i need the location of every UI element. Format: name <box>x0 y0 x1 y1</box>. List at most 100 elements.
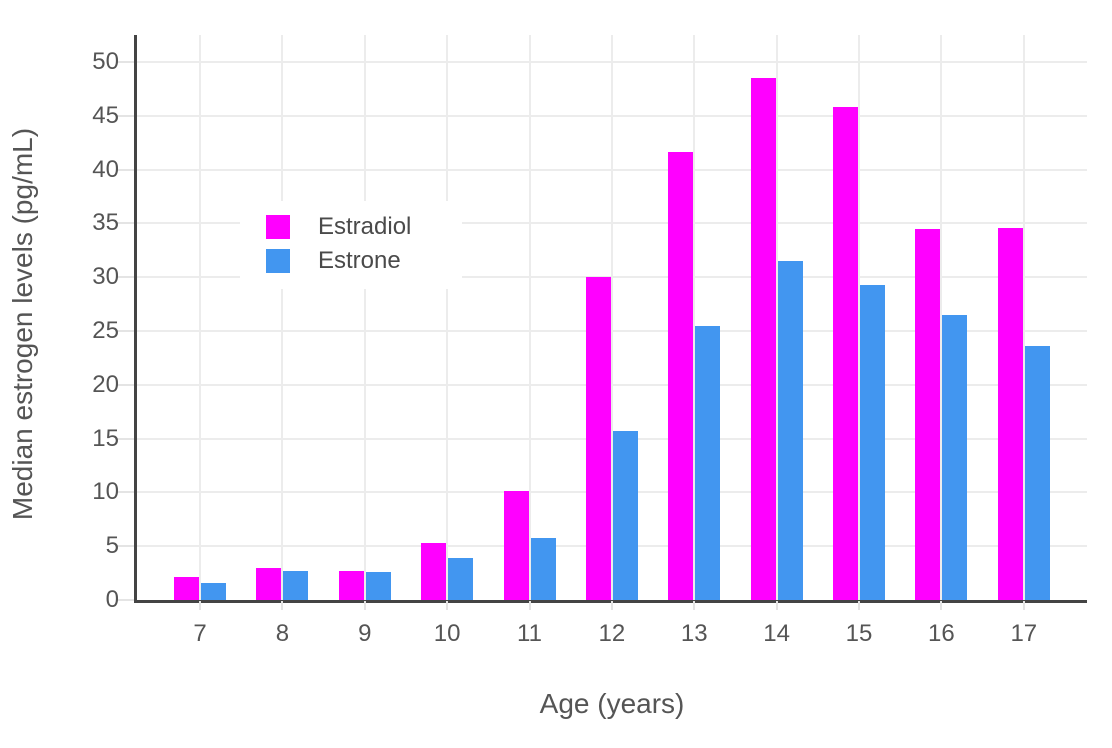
legend-label: Estradiol <box>318 213 412 240</box>
legend: Estradiol Estrone <box>240 201 462 289</box>
gridline-h <box>137 60 1087 63</box>
x-tick-label: 10 <box>433 620 461 647</box>
gridline-v <box>940 35 943 600</box>
gridline-h <box>137 222 1087 225</box>
x-tick-mark <box>363 601 366 610</box>
bar-estrone-age-16 <box>942 314 968 600</box>
gridline-v <box>363 35 366 600</box>
y-tick-label: 40 <box>92 155 119 183</box>
x-tick-label: 12 <box>598 620 626 647</box>
y-tick-label: 50 <box>92 47 119 75</box>
x-tick-mark <box>940 601 943 610</box>
x-tick-mark <box>775 601 778 610</box>
gridline-h <box>137 276 1087 279</box>
y-axis-title: Median estrogen levels (pg/mL) <box>7 127 38 521</box>
x-tick-mark <box>281 601 284 610</box>
y-tick-label: 45 <box>92 101 119 129</box>
y-tick-label: 20 <box>92 370 119 398</box>
x-tick-mark <box>1022 601 1025 610</box>
y-tick-mark <box>117 383 134 386</box>
legend-item: Estradiol <box>266 213 462 240</box>
gridline-v <box>528 35 531 600</box>
bar-estradiol-age-14 <box>750 78 776 600</box>
bar-estradiol-age-15 <box>833 107 859 600</box>
y-tick-mark <box>117 491 134 494</box>
y-tick-mark <box>117 329 134 332</box>
gridline-h <box>137 437 1087 440</box>
x-tick-label: 11 <box>517 620 542 647</box>
gridline-v <box>775 35 778 600</box>
bar-estradiol-age-17 <box>997 227 1023 600</box>
x-tick-mark <box>858 601 861 610</box>
bar-estradiol-age-12 <box>585 277 611 600</box>
x-axis-line <box>134 600 1087 603</box>
x-tick-mark <box>446 601 449 610</box>
gridline-h <box>137 168 1087 171</box>
y-tick-label: 15 <box>92 424 119 452</box>
y-tick-label: 35 <box>92 209 119 237</box>
gridline-h <box>137 545 1087 548</box>
gridline-v <box>693 35 696 600</box>
y-tick-mark <box>117 60 134 63</box>
bar-estrone-age-17 <box>1024 346 1050 600</box>
bar-estrone-age-12 <box>612 431 638 600</box>
gridline-v <box>446 35 449 600</box>
x-tick-mark <box>693 601 696 610</box>
gridline-h <box>137 114 1087 117</box>
plot-area: 0 5 10 15 20 25 30 35 40 45 50 7 8 9 10 11 12 13 14 15 16 17 … <box>92 35 1087 647</box>
x-tick-label: 8 <box>275 620 290 647</box>
gridline-v <box>199 35 201 600</box>
x-tick-mark <box>610 601 613 610</box>
bar-estrone-age-13 <box>695 325 721 600</box>
bar-estradiol-age-8 <box>256 567 282 600</box>
x-tick-label: 7 <box>193 620 207 647</box>
y-tick-label: 0 <box>105 586 119 613</box>
y-tick-label: 10 <box>92 478 119 506</box>
y-tick-label: 5 <box>105 532 119 560</box>
x-axis-title: Age (years) <box>539 688 685 719</box>
y-tick-label: 25 <box>92 316 119 344</box>
y-axis-line <box>134 35 137 603</box>
bar-estrone-age-15 <box>860 284 886 600</box>
y-tick-mark <box>117 222 134 225</box>
x-tick-mark <box>528 601 531 610</box>
bar-estradiol-age-13 <box>668 152 694 600</box>
bar-estradiol-age-10 <box>421 542 447 600</box>
legend-label: Estrone <box>318 247 401 274</box>
x-tick-label: 16 <box>928 620 955 647</box>
gridline-v <box>858 35 861 600</box>
bar-estrone-age-7 <box>201 582 226 600</box>
legend-swatch-estradiol <box>266 215 290 239</box>
x-tick-label: 9 <box>358 620 372 647</box>
y-tick-mark <box>117 545 134 548</box>
x-tick-label: 13 <box>680 620 708 647</box>
gridline-v <box>281 35 284 600</box>
y-tick-mark <box>117 168 134 171</box>
bar-estrone-age-14 <box>777 261 803 600</box>
x-tick-mark <box>199 601 201 610</box>
y-tick-mark <box>117 276 134 279</box>
y-tick-label: 30 <box>92 263 119 291</box>
legend-swatch-estrone <box>266 249 290 273</box>
gridline-h <box>137 491 1087 494</box>
bar-estrone-age-8 <box>283 570 309 600</box>
bar-estrone-age-10 <box>448 558 474 600</box>
gridline-h <box>137 329 1087 332</box>
bar-estradiol-age-9 <box>338 570 364 600</box>
x-tick-label: 15 <box>845 620 873 647</box>
x-tick-label: 17 <box>1010 620 1038 647</box>
bar-estradiol-age-7 <box>174 577 199 600</box>
y-tick-mark <box>117 599 134 601</box>
gridline-v <box>610 35 613 600</box>
bar-estradiol-age-16 <box>915 228 941 600</box>
y-tick-mark <box>117 437 134 440</box>
gridline-v <box>1022 35 1025 600</box>
legend-item: Estrone <box>266 247 462 274</box>
x-tick-label: 14 <box>763 620 790 647</box>
gridline-h <box>137 383 1087 386</box>
bar-estradiol-age-11 <box>503 491 529 600</box>
bar-estrone-age-11 <box>530 537 556 600</box>
bar-estrone-age-9 <box>365 572 391 600</box>
y-tick-mark <box>117 114 134 117</box>
